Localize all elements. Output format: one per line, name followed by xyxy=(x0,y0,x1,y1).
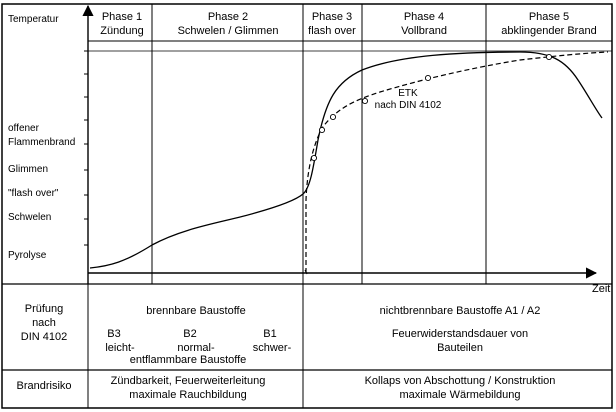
class-b3: B3 xyxy=(107,328,120,340)
feuerwiderstand-1: Feuerwiderstandsdauer von xyxy=(392,328,528,340)
etk-start-mark xyxy=(304,269,308,275)
phase-1-desc: Zündung xyxy=(100,25,143,37)
fire-curve xyxy=(89,51,603,269)
phase-4-desc: Vollbrand xyxy=(401,25,447,37)
etk-curve xyxy=(305,51,609,273)
brandrisiko-label: Brandrisiko xyxy=(16,380,71,392)
class-b1-desc: schwer- xyxy=(253,342,292,354)
level-pyrolyse: Pyrolyse xyxy=(8,250,47,261)
class-b1: B1 xyxy=(263,328,276,340)
phase-3-desc: flash over xyxy=(308,25,356,37)
etk-label-din: nach DIN 4102 xyxy=(375,100,442,111)
class-b2: B2 xyxy=(183,328,196,340)
level-glimmen: Glimmen xyxy=(8,164,48,175)
phase-3-name: Phase 3 xyxy=(312,11,352,23)
etk-markers xyxy=(310,53,553,162)
level-flammenbrand: Flammenbrand xyxy=(8,137,75,148)
etk-label: ETK xyxy=(398,88,418,99)
entflammbar-label: entflammbare Baustoffe xyxy=(130,354,247,366)
pruefung-label-3: DIN 4102 xyxy=(21,331,67,343)
outer-frame xyxy=(1,3,613,409)
risk-right-1: Kollaps von Abschottung / Konstruktion xyxy=(365,375,556,387)
phase-2-desc: Schwelen / Glimmen xyxy=(178,25,279,37)
phase-5-desc: abklingender Brand xyxy=(501,25,596,37)
level-offener: offener xyxy=(8,123,40,134)
phase-2-name: Phase 2 xyxy=(208,11,248,23)
risk-right-2: maximale Wärmebildung xyxy=(399,389,520,401)
feuerwiderstand-2: Bauteilen xyxy=(437,342,483,354)
risk-left-1: Zündbarkeit, Feuerweiterleitung xyxy=(111,375,266,387)
y-axis-ticks xyxy=(84,50,88,246)
phase-5-name: Phase 5 xyxy=(529,11,569,23)
risk-left-2: maximale Rauchbildung xyxy=(129,389,246,401)
level-flash-over: "flash over" xyxy=(8,188,59,199)
nichtbrennbar-title: nichtbrennbare Baustoffe A1 / A2 xyxy=(380,305,541,317)
pruefung-label-2: nach xyxy=(32,317,56,329)
level-schwelen: Schwelen xyxy=(8,212,51,223)
class-b3-desc: leicht- xyxy=(105,342,135,354)
pruefung-label-1: Prüfung xyxy=(25,303,64,315)
class-b2-desc: normal- xyxy=(177,342,215,354)
y-axis-label: Temperatur xyxy=(8,14,59,25)
x-axis-label: Zeit xyxy=(592,283,610,295)
phase-4-name: Phase 4 xyxy=(404,11,444,23)
brennbar-title: brennbare Baustoffe xyxy=(146,305,245,317)
phase-1-name: Phase 1 xyxy=(102,11,142,23)
